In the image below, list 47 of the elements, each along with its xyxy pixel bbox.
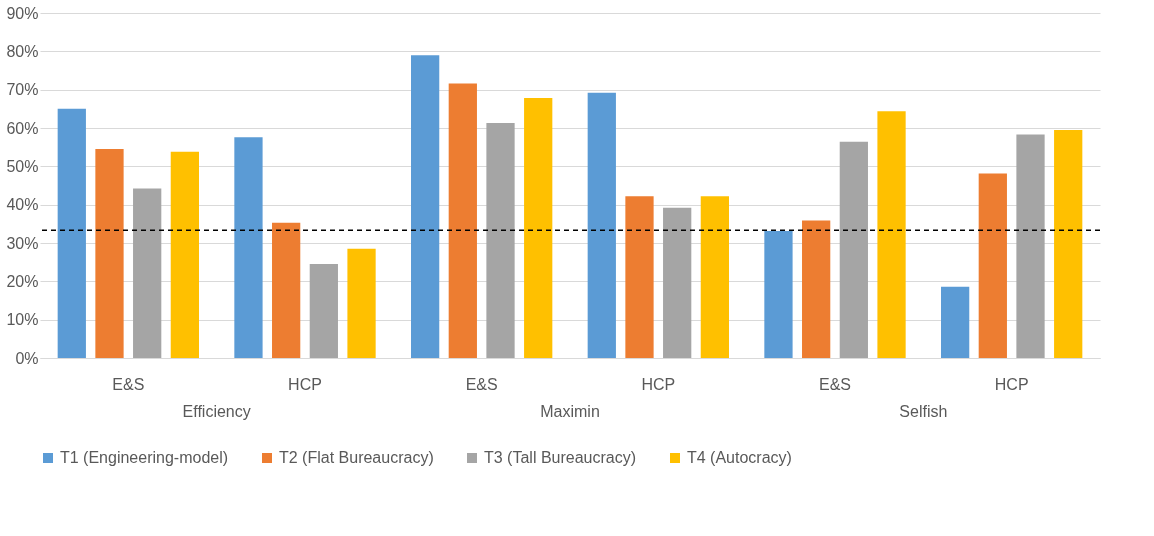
bar — [625, 196, 654, 358]
y-tick-label: 90% — [6, 4, 39, 22]
x-tick-label: E&S — [465, 375, 498, 393]
bar — [133, 188, 162, 358]
bar — [802, 220, 831, 358]
legend-label: T4 (Autocracy) — [687, 449, 792, 466]
y-tick-label: 80% — [6, 42, 39, 60]
x-tick-label: HCP — [288, 375, 322, 393]
bar — [587, 92, 616, 358]
bar — [234, 137, 263, 358]
x-tick-label: HCP — [994, 375, 1029, 393]
y-tick-label: 10% — [6, 311, 39, 329]
y-tick-label: 70% — [6, 81, 39, 99]
x-tick-label: E&S — [818, 375, 852, 393]
legend-label: T3 (Tall Bureaucracy) — [484, 449, 637, 466]
bar — [764, 231, 793, 358]
bar — [411, 55, 440, 358]
text: Maximin — [540, 403, 600, 420]
bar — [663, 207, 692, 358]
bar — [839, 141, 868, 358]
x-tick-label: E&S — [112, 375, 145, 393]
bar — [272, 222, 301, 358]
text: Efficiency — [182, 403, 251, 420]
bar — [95, 149, 124, 358]
legend-label: T1 (Engineering-model) — [60, 449, 229, 466]
bar — [347, 248, 376, 358]
bar — [57, 108, 86, 358]
y-tick-label: 20% — [6, 272, 39, 290]
bar — [978, 173, 1007, 358]
bar — [1054, 129, 1083, 358]
bar — [700, 196, 729, 358]
text: Selfish — [899, 403, 948, 420]
bar — [309, 264, 338, 358]
bar — [877, 111, 906, 358]
bar — [941, 286, 970, 358]
bar — [448, 83, 477, 358]
bar — [486, 123, 515, 358]
y-tick-label: 50% — [6, 157, 39, 175]
legend-label: T2 (Flat Bureaucracy) — [279, 449, 434, 466]
y-tick-label: 0% — [15, 349, 39, 367]
bar — [1016, 134, 1045, 358]
x-tick-label: HCP — [641, 375, 676, 393]
y-tick-label: 40% — [6, 196, 39, 214]
bar — [170, 151, 199, 358]
y-tick-label: 60% — [6, 119, 39, 137]
bar — [524, 98, 553, 358]
y-tick-label: 30% — [6, 234, 39, 252]
